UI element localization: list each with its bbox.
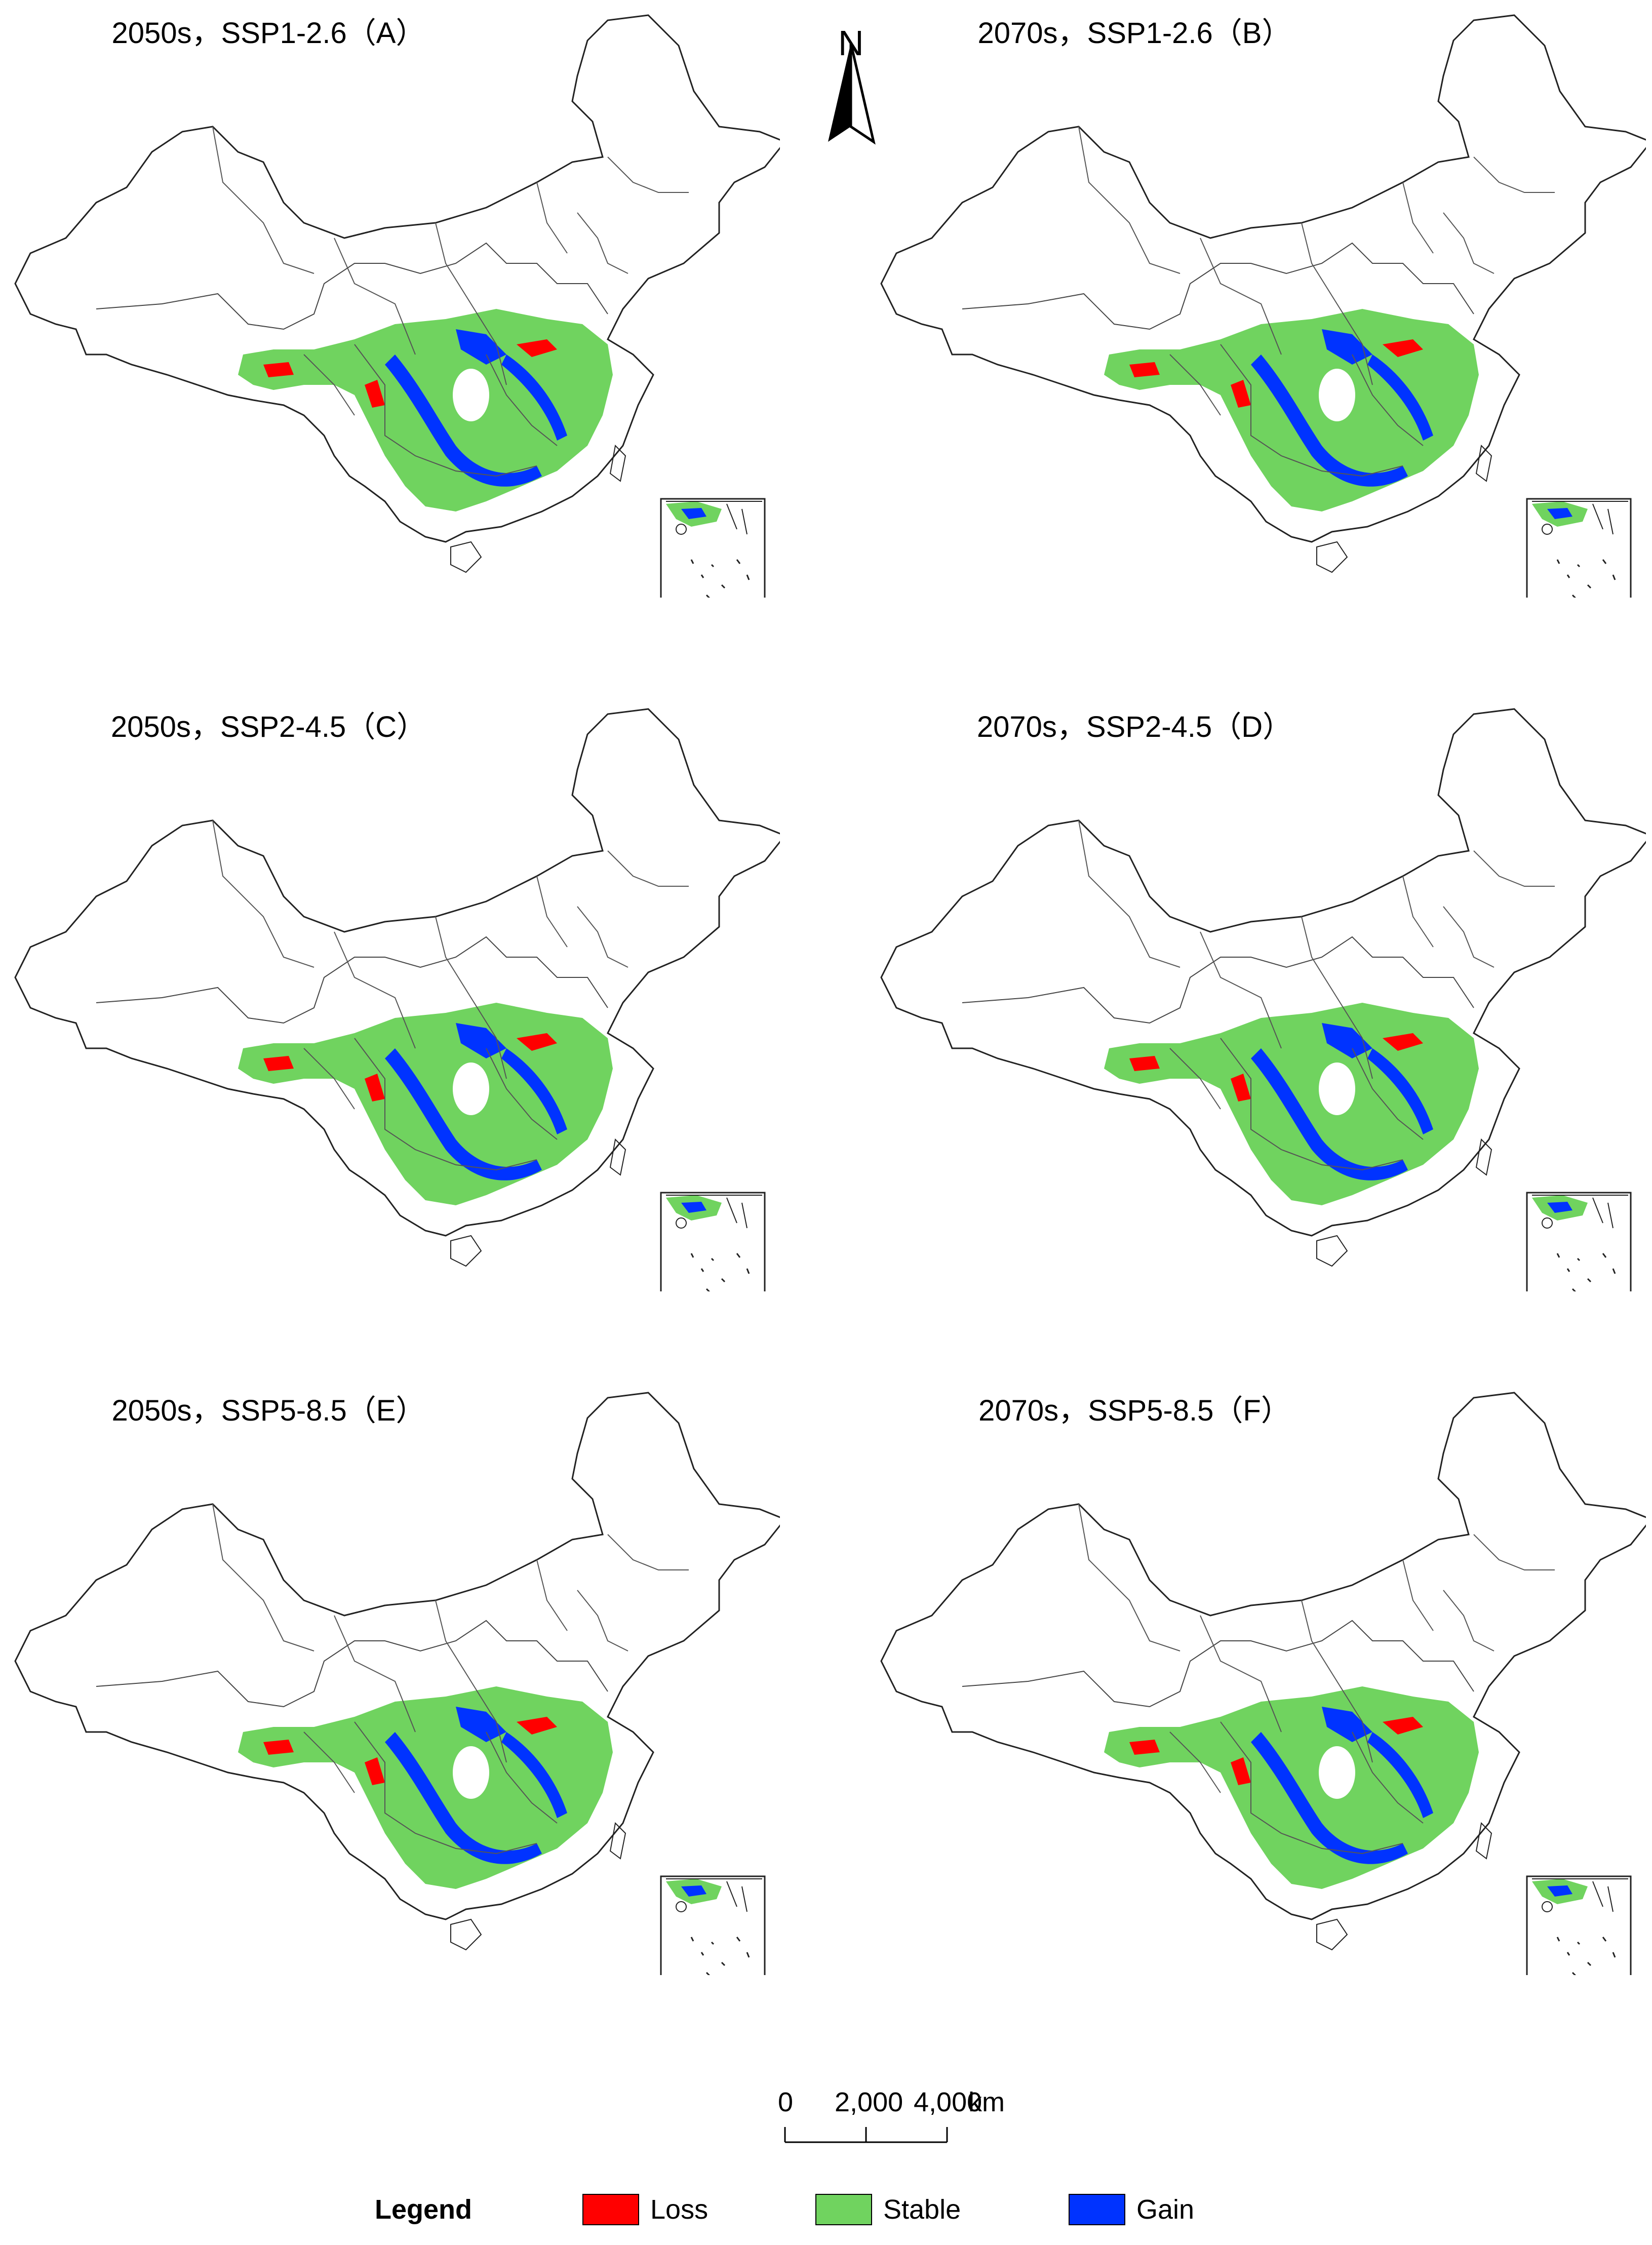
china-map-a: [14, 14, 780, 598]
legend-item-gain: Gain: [1069, 2192, 1194, 2227]
loss-area-3: [1129, 362, 1160, 377]
gain-area-2: [501, 1732, 567, 1818]
loss-area-2: [1231, 380, 1251, 408]
scale-tick-0: 0: [778, 2087, 794, 2117]
china-map-f: [880, 1392, 1646, 1975]
legend-swatch-loss: [582, 2194, 639, 2225]
legend-item-stable: Stable: [815, 2192, 961, 2227]
basin-gap: [1319, 1746, 1355, 1799]
south-china-sea-inset: [1526, 498, 1632, 598]
basin-gap: [1319, 1062, 1355, 1115]
legend-label-stable: Stable: [883, 2194, 961, 2225]
province-boundaries: [880, 1392, 1646, 1951]
loss-area-2: [365, 1757, 385, 1785]
gain-area-2: [501, 1048, 567, 1134]
legend-swatch-gain: [1069, 2194, 1125, 2225]
scale-bar: 0 2,000 4,000 km: [770, 2086, 1005, 2157]
province-boundaries: [14, 1392, 780, 1951]
map-panel-c: 2050s，SSP2-4.5（C）: [0, 694, 780, 1291]
gain-area-1: [385, 1048, 542, 1180]
province-boundaries: [880, 14, 1646, 573]
south-china-sea-inset: [1526, 1192, 1632, 1291]
basin-gap: [453, 1062, 489, 1115]
gain-area-3: [456, 1707, 506, 1742]
loss-area-2: [1231, 1757, 1251, 1785]
loss-area-2: [365, 1074, 385, 1101]
gain-area-3: [456, 329, 506, 365]
gain-area-1: [1251, 1048, 1408, 1180]
legend-title: Legend: [375, 2194, 473, 2225]
loss-area-3: [1129, 1740, 1160, 1755]
china-map-c: [14, 708, 780, 1291]
gain-area-2: [1367, 1732, 1433, 1818]
legend-label-gain: Gain: [1136, 2194, 1195, 2225]
gain-area-1: [1251, 1732, 1408, 1864]
gain-area-3: [1322, 329, 1372, 365]
gain-area-1: [1251, 355, 1408, 487]
panel-title-d: 2070s，SSP2-4.5（D）: [976, 711, 1292, 743]
south-china-sea-inset: [1526, 1875, 1632, 1975]
panel-title-e: 2050s，SSP5-8.5（E）: [111, 1394, 425, 1427]
loss-area-1: [517, 339, 557, 357]
north-arrow-icon: [828, 43, 876, 145]
china-map-b: [880, 14, 1646, 598]
legend-item-loss: Loss: [582, 2192, 708, 2227]
south-china-sea-inset: [660, 1875, 766, 1975]
scale-tick-4000: 4,000: [914, 2087, 982, 2117]
gain-area-3: [1322, 1707, 1372, 1742]
map-panel-b: 2070s，SSP1-2.6（B）: [866, 0, 1646, 598]
basin-gap: [453, 369, 489, 421]
loss-area-1: [517, 1033, 557, 1051]
loss-area-1: [1383, 339, 1423, 357]
loss-area-2: [1231, 1074, 1251, 1101]
scale-unit: km: [968, 2087, 1005, 2117]
loss-area-3: [263, 1740, 294, 1755]
legend: Legend Loss Stable Gain: [0, 2188, 1652, 2233]
map-panel-d: 2070s，SSP2-4.5（D）: [866, 694, 1646, 1291]
basin-gap: [453, 1746, 489, 1799]
scale-bar-line: [784, 2127, 948, 2143]
china-map-d: [880, 708, 1646, 1291]
loss-area-3: [263, 1056, 294, 1071]
gain-area-1: [385, 355, 542, 487]
loss-area-3: [1129, 1056, 1160, 1071]
map-panel-e: 2050s，SSP5-8.5（E）: [0, 1377, 780, 1975]
province-boundaries: [14, 14, 780, 573]
province-boundaries: [14, 708, 780, 1267]
legend-swatch-stable: [815, 2194, 872, 2225]
loss-area-2: [365, 380, 385, 408]
basin-gap: [1319, 369, 1355, 421]
map-panel-a: 2050s，SSP1-2.6（A）: [0, 0, 780, 598]
china-map-e: [14, 1392, 780, 1975]
panel-title-a: 2050s，SSP1-2.6（A）: [111, 17, 425, 50]
gain-area-1: [385, 1732, 542, 1864]
panel-title-b: 2070s，SSP1-2.6（B）: [977, 17, 1291, 50]
panel-title-c: 2050s，SSP2-4.5（C）: [110, 711, 426, 743]
legend-label-loss: Loss: [650, 2194, 709, 2225]
gain-area-2: [1367, 1048, 1433, 1134]
south-china-sea-inset: [660, 498, 766, 598]
south-china-sea-inset: [660, 1192, 766, 1291]
province-boundaries: [880, 708, 1646, 1267]
panel-title-f: 2070s，SSP5-8.5（F）: [978, 1394, 1290, 1427]
loss-area-1: [517, 1717, 557, 1735]
map-panel-f: 2070s，SSP5-8.5（F）: [866, 1377, 1646, 1975]
scale-tick-2000: 2,000: [835, 2087, 903, 2117]
gain-area-2: [1367, 355, 1433, 441]
loss-area-1: [1383, 1033, 1423, 1051]
loss-area-1: [1383, 1717, 1423, 1735]
gain-area-3: [456, 1023, 506, 1058]
gain-area-2: [501, 355, 567, 441]
gain-area-3: [1322, 1023, 1372, 1058]
loss-area-3: [263, 362, 294, 377]
